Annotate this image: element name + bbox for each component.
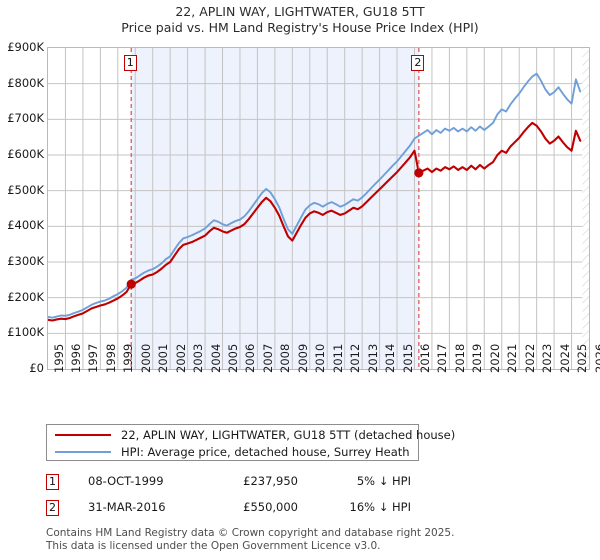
y-axis-tick-label: £800K: [7, 75, 44, 90]
x-axis-tick-label: 2010: [313, 343, 328, 373]
y-axis-tick-label: £900K: [7, 40, 44, 54]
y-axis-tick-label: £700K: [7, 111, 44, 126]
table-row: 1 08-OCT-1999 £237,950 5% ↓ HPI: [46, 472, 466, 498]
x-axis-tick-label: 2023: [540, 343, 555, 373]
legend-item-property: 22, APLIN WAY, LIGHTWATER, GU18 5TT (det…: [47, 426, 455, 444]
sale-event-lines: [130, 48, 420, 369]
x-axis-tick-label: 2019: [470, 343, 485, 373]
x-axis-tick-label: 2000: [138, 343, 153, 373]
sales-table: 1 08-OCT-1999 £237,950 5% ↓ HPI 2 31-MAR…: [46, 472, 466, 524]
legend-label-property: 22, APLIN WAY, LIGHTWATER, GU18 5TT (det…: [121, 428, 456, 442]
x-axis-tick-label: 1995: [51, 343, 66, 373]
x-axis-tick-label: 2008: [278, 343, 293, 373]
table-row: 2 31-MAR-2016 £550,000 16% ↓ HPI: [46, 498, 466, 524]
sale-marker-badge-2: 2: [46, 500, 59, 516]
x-axis-tick-label: 2021: [505, 343, 520, 373]
sale-hpi-delta-2: 16% ↓ HPI: [349, 500, 411, 514]
chart-series-lines: [48, 72, 582, 322]
x-axis-tick-label: 2004: [208, 343, 223, 373]
chart-svg: [48, 48, 589, 369]
x-axis-tick-label: 2003: [191, 343, 206, 373]
y-axis-tick-label: £0: [29, 361, 44, 375]
x-axis-tick-label: 2016: [417, 343, 432, 373]
x-axis-tick-label: 2005: [226, 343, 241, 373]
x-axis-tick-label: 2015: [400, 343, 415, 373]
chart-legend: 22, APLIN WAY, LIGHTWATER, GU18 5TT (det…: [46, 424, 455, 461]
x-axis-tick-label: 2017: [435, 343, 450, 373]
x-axis-tick-label: 2013: [365, 343, 380, 373]
x-axis-tick-label: 2007: [260, 343, 275, 373]
sale-date-2: 31-MAR-2016: [88, 500, 166, 514]
x-axis-tick-label: 2026: [592, 343, 600, 373]
page-title: 22, APLIN WAY, LIGHTWATER, GU18 5TT: [175, 4, 425, 19]
title-block: 22, APLIN WAY, LIGHTWATER, GU18 5TT Pric…: [0, 4, 600, 36]
sale-marker-box-2: 2: [411, 55, 425, 71]
x-axis-tick-label: 1997: [86, 343, 101, 373]
sale-marker-badge-1: 1: [46, 474, 59, 490]
x-axis-tick-label: 2024: [557, 343, 572, 373]
sale-date-1: 08-OCT-1999: [88, 474, 164, 488]
legend-label-hpi: HPI: Average price, detached house, Surr…: [121, 445, 410, 459]
sale-price-1: £237,950: [243, 474, 298, 488]
x-axis-tick-label: 2018: [452, 343, 467, 373]
x-axis-tick-label: 2022: [522, 343, 537, 373]
x-axis-tick-label: 2002: [173, 343, 188, 373]
sale-event-dots: [126, 168, 424, 289]
y-axis-tick-label: £200K: [7, 289, 44, 304]
chart-gridlines: [48, 48, 589, 369]
x-axis-tick-label: 1996: [68, 343, 83, 373]
x-axis-tick-label: 2006: [243, 343, 258, 373]
chart-plot-area: [47, 47, 590, 370]
y-axis-tick-label: £600K: [7, 147, 44, 161]
legend-item-hpi: HPI: Average price, detached house, Surr…: [47, 443, 410, 461]
sale-price-2: £550,000: [243, 500, 298, 514]
legend-swatch-property: [55, 434, 111, 436]
footer-line-2: This data is licensed under the Open Gov…: [46, 539, 381, 552]
x-axis-tick-label: 2011: [330, 343, 345, 373]
y-axis-tick-label: £100K: [7, 325, 44, 340]
x-axis-tick-label: 2009: [295, 343, 310, 373]
y-axis-tick-label: £500K: [7, 182, 44, 197]
sale-marker-box-1: 1: [123, 55, 137, 71]
x-axis-tick-label: 2001: [156, 343, 171, 373]
y-axis-tick-label: £400K: [7, 218, 44, 233]
y-axis-labels: £0 £100K £200K £300K £400K £500K £600K £700K £80…: [0, 0, 47, 420]
x-axis-tick-label: 2012: [348, 343, 363, 373]
x-axis-tick-label: 1998: [103, 343, 118, 373]
footer-attribution: Contains HM Land Registry data © Crown c…: [46, 527, 586, 552]
x-axis-tick-label: 2014: [383, 343, 398, 373]
x-axis-tick-label: 2025: [575, 343, 590, 373]
legend-swatch-hpi: [55, 451, 111, 453]
y-axis-tick-label: £300K: [7, 254, 44, 268]
future-hatch-region: [582, 48, 589, 369]
sale-hpi-delta-1: 5% ↓ HPI: [356, 474, 411, 488]
page-subtitle: Price paid vs. HM Land Registry's House …: [121, 20, 479, 35]
footer-line-1: Contains HM Land Registry data © Crown c…: [46, 527, 455, 539]
x-axis-tick-label: 1999: [121, 343, 136, 373]
x-axis-tick-label: 2020: [487, 343, 502, 373]
